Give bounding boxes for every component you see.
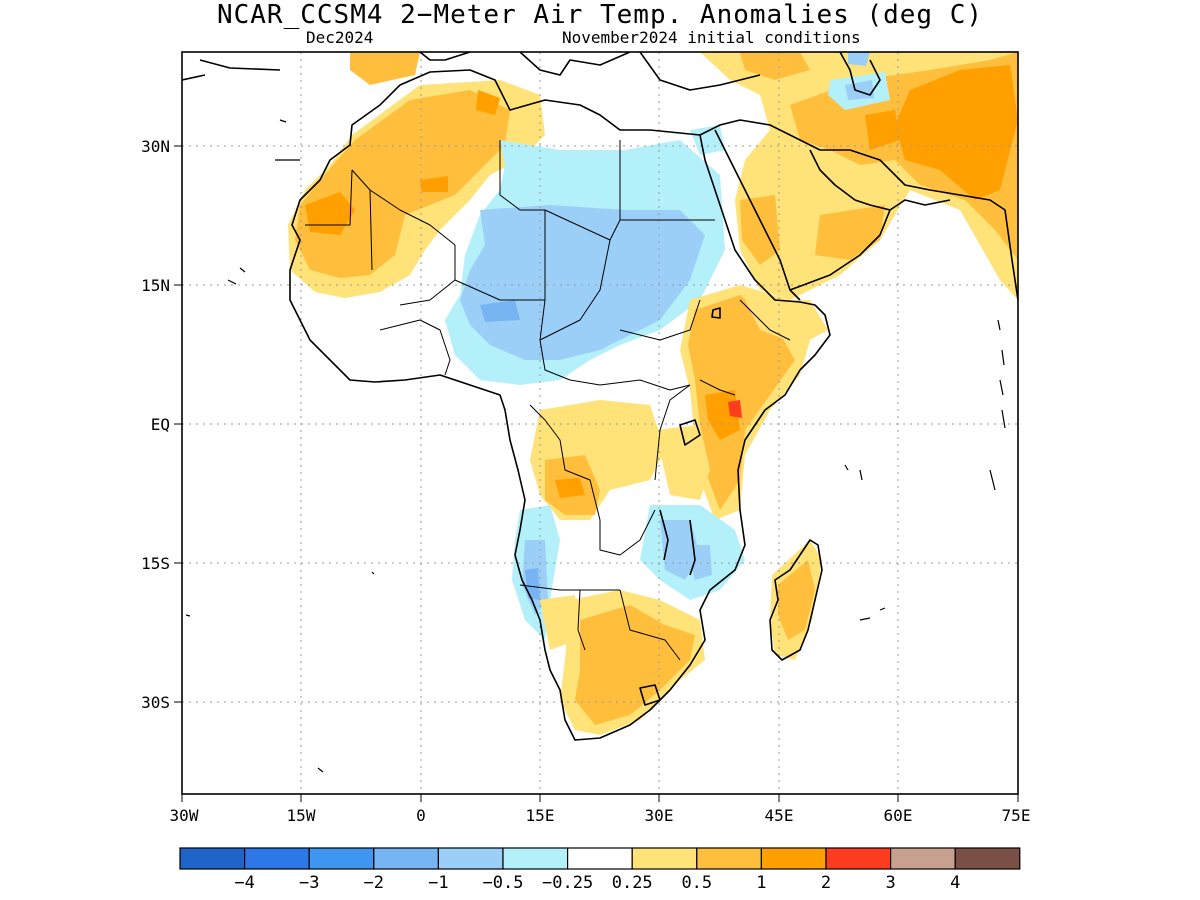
lat-label: 30S xyxy=(141,693,170,712)
lat-label: 30N xyxy=(141,137,170,156)
madagascar-coastline xyxy=(769,539,823,661)
lon-label: 15E xyxy=(526,806,555,825)
lon-label: 60E xyxy=(884,806,913,825)
lat-label: EQ xyxy=(151,415,170,434)
lat-lon-grid xyxy=(182,52,1018,794)
colorbar-label: −1 xyxy=(428,873,448,893)
country-borders xyxy=(305,140,791,661)
colorbar-label: 0.25 xyxy=(612,873,653,893)
africa-coastline xyxy=(289,69,831,741)
y-axis: 30N 15N EQ 15S 30S xyxy=(141,137,182,712)
colorbar-label: 3 xyxy=(885,873,895,893)
colorbar-label: 1 xyxy=(756,873,766,893)
colorbar-swatch xyxy=(373,847,439,870)
colorbar-label: −4 xyxy=(234,873,254,893)
colorbar-swatch xyxy=(696,847,762,870)
colorbar-swatch xyxy=(179,847,246,870)
lon-label: 45E xyxy=(765,806,794,825)
colorbar-swatch xyxy=(954,847,1021,870)
lat-label: 15S xyxy=(141,554,170,573)
colorbar-label: −3 xyxy=(299,873,319,893)
lon-label: 15W xyxy=(287,806,316,825)
colorbar-swatch xyxy=(631,847,698,870)
colorbar: −4 −3 −2 −1 −0.5 −0.25 0.25 0.5 1 2 3 4 xyxy=(179,847,1021,893)
colorbar-label: 4 xyxy=(950,873,960,893)
lon-label: 30W xyxy=(170,806,199,825)
colorbar-swatch xyxy=(308,847,375,870)
colorbar-swatch xyxy=(244,847,310,870)
lon-label: 0 xyxy=(416,806,426,825)
plot-frame xyxy=(181,51,1019,795)
colorbar-swatch xyxy=(889,847,956,870)
colorbar-label: −0.25 xyxy=(542,873,593,893)
colorbar-swatch xyxy=(760,847,827,870)
forecast-month: Dec2024 xyxy=(306,28,374,47)
colorbar-swatch xyxy=(437,847,504,870)
islands xyxy=(185,119,1006,773)
colorbar-swatch xyxy=(825,847,892,870)
colorbar-label: −0.5 xyxy=(483,873,524,893)
lon-label: 30E xyxy=(645,806,674,825)
initial-conditions: November2024 initial conditions xyxy=(562,28,861,47)
colorbar-label: 0.5 xyxy=(681,873,712,893)
x-axis: 30W 15W 0 15E 30E 45E 60E 75E xyxy=(170,794,1031,825)
figure-title: NCAR_CCSM4 2−Meter Air Temp. Anomalies (… xyxy=(216,0,984,30)
colorbar-label: 2 xyxy=(821,873,831,893)
lat-label: 15N xyxy=(141,276,170,295)
colorbar-swatch xyxy=(502,847,569,870)
lon-label: 75E xyxy=(1002,806,1031,825)
anomaly-shading xyxy=(288,52,1018,735)
coastlines xyxy=(182,52,1018,741)
colorbar-label: −2 xyxy=(364,873,384,893)
colorbar-swatch xyxy=(566,847,633,870)
